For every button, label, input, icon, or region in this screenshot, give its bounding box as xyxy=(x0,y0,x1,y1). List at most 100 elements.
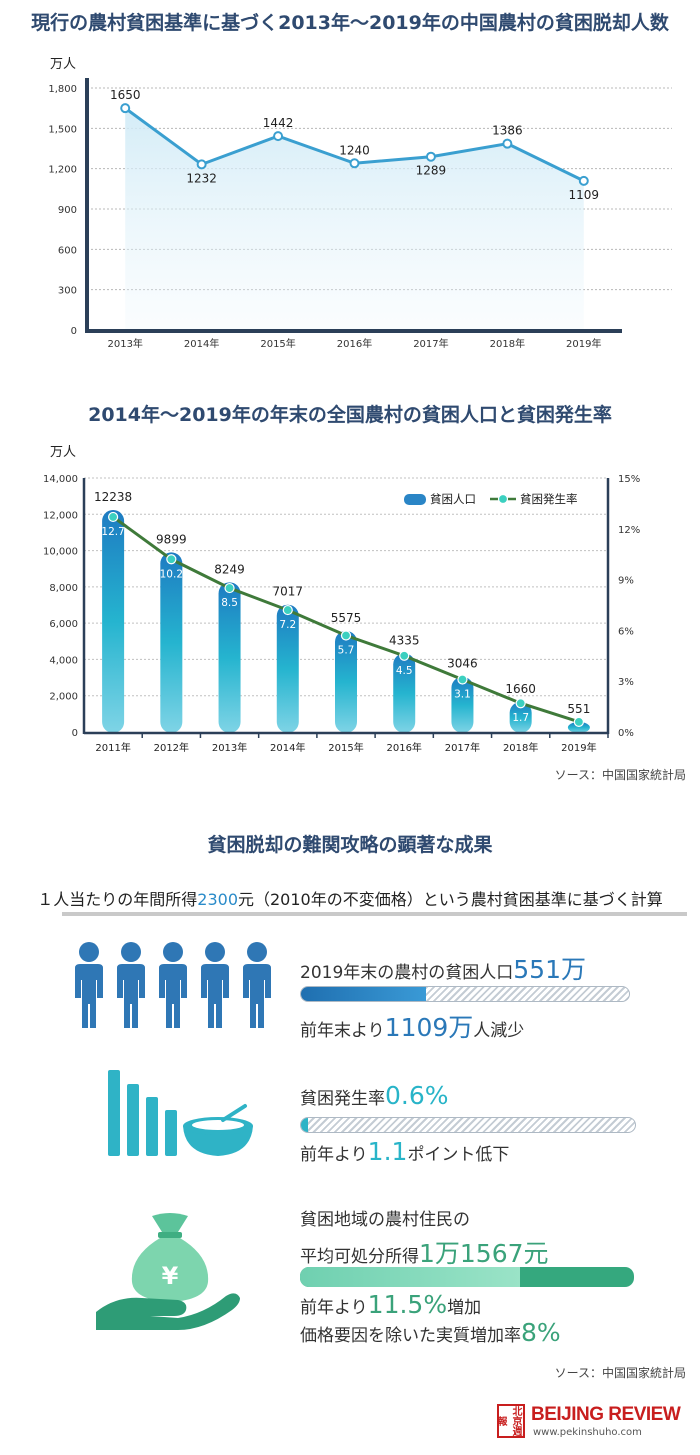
bar xyxy=(218,582,241,733)
bar xyxy=(160,552,183,733)
x-tick-label: 2018年 xyxy=(490,337,525,350)
bar xyxy=(567,722,590,733)
x-tick-label: 2012年 xyxy=(154,741,189,754)
y-left-tick-label: 14,000 xyxy=(43,474,78,485)
legend-line-marker xyxy=(497,493,509,505)
bar-value-label: 8249 xyxy=(214,562,245,576)
rate-label: 12.7 xyxy=(101,526,124,538)
data-point xyxy=(425,151,436,162)
data-label: 1386 xyxy=(492,124,523,138)
chart2-bar-line-chart: 万人 貧困人口 貧困発生率 0 2,000 4,000 6,000 8,000 10,00… xyxy=(43,445,640,754)
bar-value-label: 7017 xyxy=(273,585,304,599)
chart2-legend: 貧困人口 貧困発生率 xyxy=(404,492,578,506)
stat3-line4: 価格要因を除いた実質増加率8% xyxy=(300,1318,561,1347)
source-label-1: ソース：中国国家統計局 xyxy=(554,768,686,782)
rate-point xyxy=(515,698,526,709)
stat3-real-value: 8% xyxy=(521,1318,561,1347)
data-label: 1650 xyxy=(110,88,141,102)
bar xyxy=(335,630,357,733)
stat3-progress-fill xyxy=(300,1267,521,1287)
stat2-compare-suffix: ポイント低下 xyxy=(407,1145,510,1165)
stat1-line1: 2019年末の農村の貧困人口551万 xyxy=(300,950,586,986)
stat1-progress-bar xyxy=(300,986,630,1002)
chart1-unit: 万人 xyxy=(50,57,76,72)
stat1-line2: 前年末より1109万人減少 xyxy=(300,1008,524,1044)
rate-label: 4.5 xyxy=(396,665,413,677)
bar-value-label: 5575 xyxy=(331,611,362,625)
data-label: 1109 xyxy=(569,188,600,202)
subtitle-post: 元（2010年の不変価格）という農村貧困基準に基づく計算 xyxy=(238,890,663,909)
subtitle-pre: １人当たりの年間所得 xyxy=(37,890,198,909)
x-tick-label: 2019年 xyxy=(566,337,601,350)
y-tick-label: 1,200 xyxy=(48,165,77,176)
y-left-tick-label: 2,000 xyxy=(49,692,78,703)
stat1-progress-fill xyxy=(301,987,426,1001)
stat3-label: 平均可処分所得 xyxy=(300,1247,419,1267)
rate-point xyxy=(340,630,352,641)
stat3-progress-bar xyxy=(300,1267,634,1287)
legend-bar-label: 貧困人口 xyxy=(430,492,476,506)
y-left-tick-label: 12,000 xyxy=(43,510,78,521)
y-left-tick-label: 0 xyxy=(72,728,78,739)
data-point xyxy=(196,159,207,170)
money-symbol: ¥ xyxy=(162,1262,179,1290)
rate-point xyxy=(573,716,584,727)
x-tick-label: 2011年 xyxy=(95,741,130,754)
y-right-tick-label: 9% xyxy=(618,576,634,587)
section3-subtitle: １人当たりの年間所得2300元（2010年の不変価格）という農村貧困基準に基づく… xyxy=(0,886,700,910)
data-point xyxy=(502,138,513,149)
y-tick-label: 1,500 xyxy=(48,124,77,135)
bar-value-label: 3046 xyxy=(447,657,478,671)
logo-chinese: 北京週報 xyxy=(495,1404,525,1438)
bars-bowl-icon xyxy=(108,1070,253,1156)
x-tick-label: 2014年 xyxy=(184,337,219,350)
stat3-compare-suffix: 増加 xyxy=(447,1298,482,1318)
section3-title: 貧困脱却の難関攻略の顕著な成果 xyxy=(207,834,493,856)
y-tick-label: 0 xyxy=(71,326,77,337)
x-tick-label: 2017年 xyxy=(445,741,480,754)
logo-name: BEIJING REVIEW xyxy=(531,1404,681,1425)
data-point xyxy=(120,103,131,114)
x-tick-label: 2013年 xyxy=(212,741,247,754)
chart1-area-chart: 万人 0 300 600 900 1,200 1,500 1,800 1650 1232 1442… xyxy=(48,57,672,350)
chart2-title: 2014年～2019年の年末の全国農村の貧困人口と貧困発生率 xyxy=(88,404,612,426)
data-label: 1442 xyxy=(263,116,294,130)
stat3-line1: 貧困地域の農村住民の xyxy=(300,1210,470,1230)
legend-bar-swatch xyxy=(404,494,426,505)
y-right-tick-label: 0% xyxy=(618,728,634,739)
y-right-tick-label: 12% xyxy=(618,525,640,536)
bar-value-label: 1660 xyxy=(505,682,536,696)
bar-value-label: 4335 xyxy=(389,633,420,647)
stat1-compare-label: 前年末より xyxy=(300,1021,385,1041)
rate-point xyxy=(224,582,235,594)
rate-point xyxy=(282,604,293,616)
y-left-tick-label: 6,000 xyxy=(49,619,78,630)
y-right-tick-label: 6% xyxy=(618,626,634,637)
x-tick-label: 2016年 xyxy=(337,337,372,350)
x-tick-label: 2014年 xyxy=(270,741,305,754)
stat3-compare-label: 前年より xyxy=(300,1298,368,1318)
bar-value-label: 12238 xyxy=(94,490,132,504)
subtitle-highlight: 2300 xyxy=(197,890,238,909)
stat3-compare-value: 11.5% xyxy=(367,1290,448,1319)
area-fill xyxy=(125,108,584,331)
data-point xyxy=(273,131,284,142)
stat1-compare-suffix: 人減少 xyxy=(473,1021,525,1041)
stat2-progress-bar xyxy=(300,1117,636,1133)
x-tick-label: 2015年 xyxy=(328,741,363,754)
y-left-tick-label: 4,000 xyxy=(49,655,78,666)
people-icon xyxy=(75,942,271,1028)
x-tick-label: 2016年 xyxy=(386,741,421,754)
y-tick-label: 300 xyxy=(58,286,77,297)
x-tick-label: 2013年 xyxy=(107,337,142,350)
stat1-value: 551万 xyxy=(513,955,586,984)
stat1-compare-value: 1109万 xyxy=(384,1013,474,1042)
stat2-line1: 貧困発生率0.6% xyxy=(300,1081,449,1110)
rate-point xyxy=(399,650,410,661)
rate-point xyxy=(457,674,468,685)
x-tick-label: 2015年 xyxy=(260,337,295,350)
chart1-title: 現行の農村貧困基準に基づく2013年～2019年の中国農村の貧困脱却人数 xyxy=(31,12,669,34)
stat2-compare-label: 前年より xyxy=(300,1145,368,1165)
stat2-compare-value: 1.1 xyxy=(367,1137,408,1166)
divider xyxy=(62,912,687,916)
